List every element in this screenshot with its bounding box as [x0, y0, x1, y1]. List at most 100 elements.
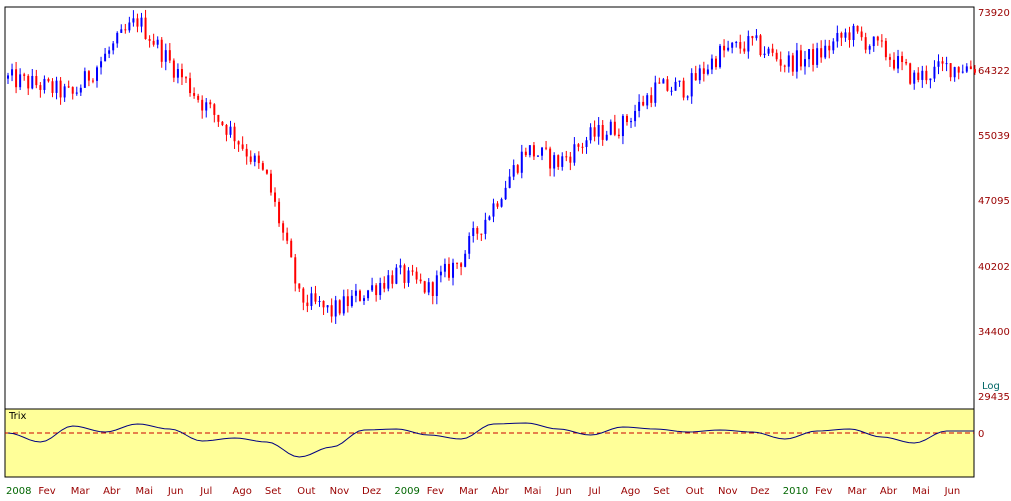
- candle-body: [27, 75, 30, 89]
- trix-title: Trix: [8, 411, 27, 422]
- candle-body: [350, 295, 353, 307]
- candle-body: [456, 262, 459, 264]
- candle-body: [739, 42, 742, 49]
- candle-body: [905, 62, 908, 64]
- candle-body: [605, 134, 608, 140]
- candlestick-series: [7, 9, 976, 324]
- candle-body: [47, 78, 50, 82]
- candle-body: [371, 285, 374, 291]
- candle-body: [783, 65, 786, 67]
- candle-body: [625, 115, 628, 123]
- candle-body: [528, 145, 531, 156]
- candle-body: [160, 39, 163, 62]
- candle-body: [367, 290, 370, 299]
- candle-body: [969, 66, 972, 70]
- candle-body: [650, 95, 653, 103]
- y-tick-label: 73920: [978, 8, 1010, 19]
- candle-body: [124, 29, 127, 31]
- candle-body: [257, 155, 260, 164]
- candle-body: [666, 79, 669, 91]
- candle-body: [443, 263, 446, 272]
- candle-body: [897, 56, 900, 69]
- x-tick-label: Abr: [491, 486, 509, 497]
- candle-body: [973, 69, 976, 73]
- candle-body: [249, 156, 252, 162]
- candle-body: [415, 271, 418, 280]
- candle-body: [318, 300, 321, 302]
- candle-body: [7, 75, 9, 79]
- candle-body: [965, 66, 968, 72]
- candle-body: [358, 290, 361, 301]
- x-tick-label: Ago: [233, 486, 252, 497]
- candle-body: [19, 74, 22, 88]
- y-tick-label: 29435: [978, 392, 1010, 403]
- candle-body: [917, 72, 920, 80]
- candle-body: [108, 50, 111, 54]
- candle-body: [557, 155, 560, 167]
- candle-body: [961, 71, 964, 73]
- candle-body: [532, 145, 535, 157]
- candle-body: [439, 271, 442, 276]
- candle-body: [403, 265, 406, 283]
- candle-body: [217, 114, 220, 122]
- candle-body: [100, 61, 103, 68]
- y-tick-label: 47095: [978, 196, 1010, 207]
- candle-body: [472, 228, 475, 237]
- candle-body: [116, 32, 119, 44]
- candle-body: [274, 192, 277, 202]
- candle-body: [686, 96, 689, 98]
- candle-body: [346, 296, 349, 307]
- x-tick-label: Fev: [815, 486, 832, 497]
- candle-body: [702, 68, 705, 74]
- x-tick-label: Nov: [330, 486, 350, 497]
- candle-body: [710, 58, 713, 70]
- x-tick-label: Mai: [135, 486, 153, 497]
- x-tick-label: Jun: [555, 486, 572, 497]
- candle-body: [844, 32, 847, 38]
- candle-body: [860, 31, 863, 38]
- candle-body: [876, 36, 879, 41]
- candle-body: [541, 147, 544, 156]
- candle-body: [31, 75, 34, 89]
- x-tick-label: Mai: [524, 486, 542, 497]
- candle-body: [662, 79, 665, 84]
- candle-body: [799, 50, 802, 67]
- candle-body: [593, 127, 596, 137]
- candle-body: [132, 18, 135, 23]
- candle-body: [468, 236, 471, 254]
- candle-body: [39, 85, 42, 90]
- candle-body: [83, 71, 86, 88]
- candle-body: [803, 59, 806, 67]
- x-tick-label: Mar: [459, 486, 479, 497]
- candle-body: [755, 35, 758, 39]
- candle-body: [104, 53, 107, 62]
- candle-body: [431, 282, 434, 296]
- candle-body: [638, 101, 641, 111]
- trix-plot-frame: [4, 408, 975, 478]
- candle-body: [55, 80, 58, 93]
- trix-panel: Trix: [4, 408, 975, 478]
- candle-body: [379, 282, 382, 296]
- candle-body: [569, 156, 572, 163]
- x-tick-label: Jul: [588, 486, 601, 497]
- candle-body: [480, 233, 483, 235]
- candle-body: [427, 282, 430, 293]
- candle-body: [933, 66, 936, 79]
- candle-body: [326, 305, 329, 308]
- x-tick-label: Out: [297, 486, 315, 497]
- candle-body: [856, 25, 859, 32]
- candle-body: [719, 45, 722, 68]
- candle-body: [197, 95, 200, 100]
- candle-body: [128, 22, 131, 31]
- candle-body: [265, 169, 268, 174]
- candle-body: [957, 67, 960, 73]
- candle-body: [488, 216, 491, 220]
- candle-body: [913, 72, 916, 84]
- y-tick-label: 40202: [978, 262, 1010, 273]
- candle-body: [193, 93, 196, 96]
- candle-body: [261, 163, 264, 170]
- candle-body: [476, 228, 479, 234]
- candle-body: [354, 290, 357, 296]
- candle-body: [245, 148, 248, 157]
- candle-body: [690, 73, 693, 97]
